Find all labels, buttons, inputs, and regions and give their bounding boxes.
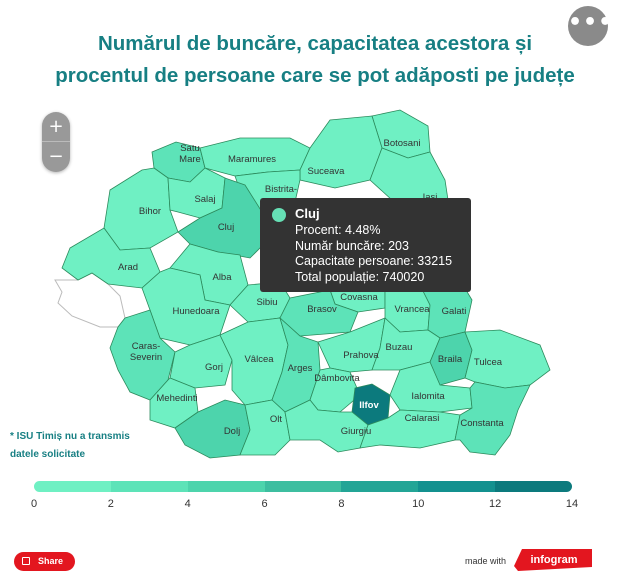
county-label-suceava: Suceava [308,166,346,177]
svg-text:infogram: infogram [530,554,577,566]
tooltip-capacity: Capacitate persoane: 33215 [295,254,453,268]
county-label-vâlcea: Vâlcea [244,354,274,365]
more-options-button[interactable]: ••• [568,6,612,46]
county-label-cluj: Cluj [218,222,234,233]
share-button[interactable]: Share [14,552,75,571]
legend-segment [495,481,573,492]
more-icon: ••• [568,10,614,35]
county-label-alba: Alba [212,272,232,283]
zoom-control: + − [42,112,70,172]
tooltip-county-name: Cluj [295,206,320,221]
zoom-out-button[interactable]: − [48,146,64,167]
county-label-braila: Braila [438,354,463,365]
county-brasov[interactable] [279,289,359,337]
title-line-2: procentul de persoane care se pot adăpos… [55,64,575,87]
legend-segment [341,481,419,492]
tooltip-percent: Procent: 4.48% [295,223,381,237]
county-label-ilfov: Ilfov [359,400,379,411]
county-mehedinti[interactable] [149,377,199,429]
tooltip-population: Total populație: 740020 [295,269,425,284]
legend-tick-label: 8 [338,498,345,510]
county-label-vrancea: Vrancea [394,304,430,315]
legend-tick-label: 6 [261,498,268,510]
legend-segment [110,481,189,492]
legend-segment [34,481,112,492]
legend-tick-label: 12 [489,498,502,510]
county-label-maramures: Maramures [228,154,276,165]
share-label: Share [38,556,64,566]
county-label-calarasi: Calarasi [405,413,440,424]
footnote: * ISU Timiș nu a transmis datele solicit… [10,428,130,464]
county-label-ialomita: Ialomita [411,391,445,402]
county-label-dâmbovita: Dâmbovita [314,373,360,384]
zoom-in-button[interactable]: + [48,116,64,137]
zoom-separator [42,141,70,142]
county-label-covasna: Covasna [340,292,378,303]
county-label-arges: Arges [288,363,313,374]
footnote-line-1: * ISU Timiș nu a transmis [10,431,130,442]
county-label-sibiu: Sibiu [256,297,277,308]
county-label-bistrita: Bistrita- [265,184,297,195]
share-icon [22,557,30,565]
county-label-galati: Galati [442,306,467,317]
county-label-caras-severin: Caras-Severin [130,341,162,363]
county-label-giurgiu: Giurgiu [341,426,372,437]
county-label-mehedinti: Mehedinti [156,393,197,404]
made-with-label: made with [465,556,507,566]
county-olt[interactable] [239,399,291,456]
county-label-brasov: Brasov [307,304,337,315]
county-label-arad: Arad [118,262,138,273]
legend-segment [418,481,496,492]
county-label-constanta: Constanta [460,418,504,429]
county-label-prahova: Prahova [343,350,379,361]
county-giurgiu[interactable] [284,399,369,453]
chart-title: Numărul de buncăre, capacitatea acestora… [20,28,610,92]
legend-tick-label: 2 [107,498,114,510]
legend-tick-label: 0 [30,498,38,510]
title-line-1: Numărul de buncăre, capacitatea acestora… [97,32,533,55]
tooltip-bunkers: Număr buncăre: 203 [295,238,409,253]
county-suceava[interactable] [299,115,383,189]
county-label-gorj: Gorj [205,362,223,373]
county-label-dolj: Dolj [224,426,240,437]
tooltip-color-dot [272,208,286,222]
legend-tick-label: 10 [412,498,425,510]
legend-tick-label: 4 [184,498,191,510]
legend-segment [264,481,342,492]
county-label-satu-mare: Satu Mare [179,143,201,165]
color-legend [34,481,573,492]
county-label-salaj: Salaj [194,194,215,205]
county-label-olt: Olt [270,414,283,425]
county-label-botosani: Botosani [384,138,421,149]
map-tooltip: Cluj Procent: 4.48% Număr buncăre: 203 C… [260,198,471,292]
county-label-bihor: Bihor [139,206,161,217]
county-label-buzau: Buzau [386,342,413,353]
county-label-hunedoara: Hunedoara [172,306,220,317]
footnote-line-2: datele solicitate [10,449,86,460]
county-cluj[interactable] [177,177,269,259]
legend-tick-label: 14 [565,498,579,510]
county-constanta[interactable] [454,381,531,456]
county-label-iasi: Iasi [423,192,438,203]
county-label-tulcea: Tulcea [474,357,503,368]
infogram-logo[interactable]: infogram [514,549,592,571]
legend-segment [187,481,266,492]
